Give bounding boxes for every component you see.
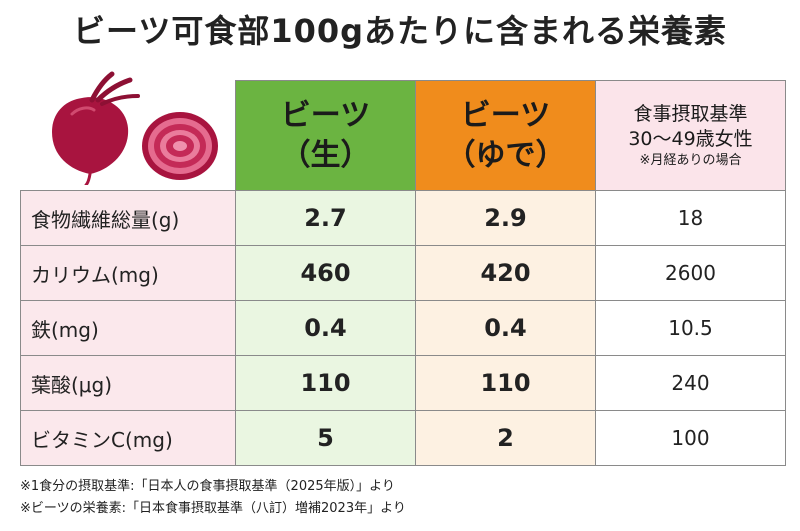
reference-value: 2600 [595,245,786,301]
footnote-nutrient-source: ※ビーツの栄養素:「日本食事摂取基準（八訂）増補2023年」より [20,501,406,516]
row-label: ビタミンC(mg) [20,410,236,466]
row-label: カリウム(mg) [20,245,236,301]
table-header-row: ビーツ （生） ビーツ （ゆで） 食事摂取基準 30〜49歳女性 ※月経ありの場… [21,80,786,191]
row-label: 葉酸(μg) [20,355,236,411]
boiled-value: 420 [415,245,596,301]
nutrition-table: ビーツ （生） ビーツ （ゆで） 食事摂取基準 30〜49歳女性 ※月経ありの場… [20,80,786,466]
raw-value: 110 [235,355,416,411]
boiled-value: 2 [415,410,596,466]
reference-value: 18 [595,190,786,246]
header-raw-beet: ビーツ （生） [235,80,416,191]
table-row: 鉄(mg) 0.4 0.4 10.5 [20,300,786,356]
reference-value: 100 [595,410,786,466]
header-reference-intake: 食事摂取基準 30〜49歳女性 ※月経ありの場合 [595,80,786,191]
raw-value: 5 [235,410,416,466]
beet-slice-icon [142,112,218,180]
footnote-intake-source: ※1食分の摂取基準:「日本人の食事摂取基準（2025年版）」より [20,479,395,494]
reference-value: 240 [595,355,786,411]
raw-value: 2.7 [235,190,416,246]
table-row: 食物繊維総量(g) 2.7 2.9 18 [20,190,786,246]
reference-value: 10.5 [595,300,786,356]
table-row: 葉酸(μg) 110 110 240 [20,355,786,411]
row-label: 食物繊維総量(g) [20,190,236,246]
table-row: カリウム(mg) 460 420 2600 [20,245,786,301]
whole-beet-icon [52,71,140,185]
boiled-value: 0.4 [415,300,596,356]
header-boiled-beet: ビーツ （ゆで） [415,80,596,191]
raw-value: 0.4 [235,300,416,356]
page-title: ビーツ可食部100gあたりに含まれる栄養素 [72,12,728,50]
table-row: ビタミンC(mg) 5 2 100 [20,410,786,466]
boiled-value: 2.9 [415,190,596,246]
boiled-value: 110 [415,355,596,411]
row-label: 鉄(mg) [20,300,236,356]
raw-value: 460 [235,245,416,301]
beet-illustration [52,71,218,185]
